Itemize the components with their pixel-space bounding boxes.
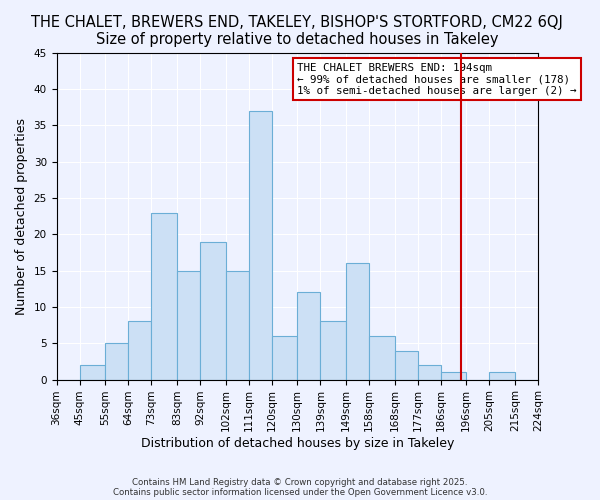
Bar: [105, 344, 128, 380]
Title: THE CHALET, BREWERS END, TAKELEY, BISHOP'S STORTFORD, CM22 6QJ
Size of property : THE CHALET, BREWERS END, TAKELEY, BISHOP…: [31, 15, 563, 48]
Bar: [490, 372, 515, 380]
Bar: [200, 242, 226, 380]
Bar: [297, 292, 320, 380]
X-axis label: Distribution of detached houses by size in Takeley: Distribution of detached houses by size …: [140, 437, 454, 450]
Bar: [128, 322, 151, 380]
Bar: [440, 372, 466, 380]
Bar: [248, 111, 272, 380]
Bar: [346, 264, 369, 380]
Bar: [80, 365, 105, 380]
Bar: [272, 336, 297, 380]
Text: Contains HM Land Registry data © Crown copyright and database right 2025.
Contai: Contains HM Land Registry data © Crown c…: [113, 478, 487, 497]
Bar: [226, 270, 248, 380]
Bar: [151, 212, 177, 380]
Bar: [177, 270, 200, 380]
Y-axis label: Number of detached properties: Number of detached properties: [15, 118, 28, 314]
Bar: [369, 336, 395, 380]
Text: THE CHALET BREWERS END: 194sqm
← 99% of detached houses are smaller (178)
1% of : THE CHALET BREWERS END: 194sqm ← 99% of …: [297, 62, 577, 96]
Bar: [418, 365, 440, 380]
Bar: [395, 350, 418, 380]
Bar: [320, 322, 346, 380]
